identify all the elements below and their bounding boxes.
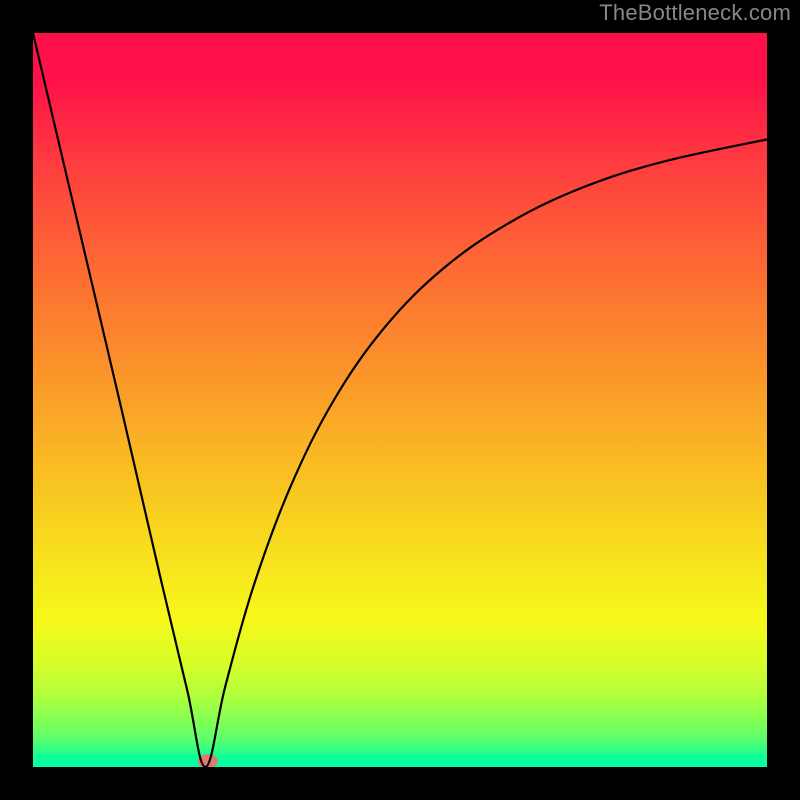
plot-gradient-background <box>33 33 767 767</box>
chart-container: TheBottleneck.com <box>0 0 800 800</box>
bottleneck-chart <box>0 0 800 800</box>
watermark-text: TheBottleneck.com <box>599 0 791 26</box>
